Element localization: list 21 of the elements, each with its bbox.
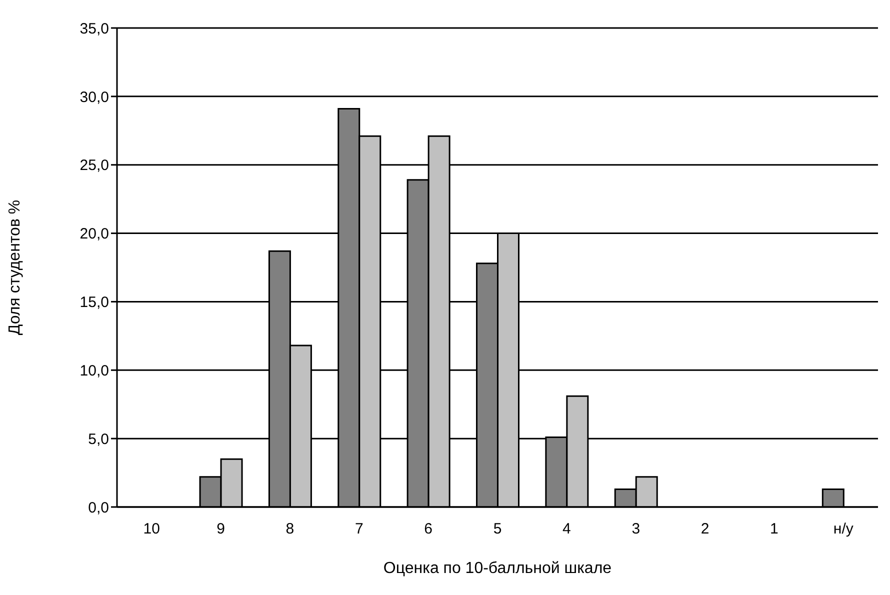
- x-tick-label: 9: [216, 520, 225, 538]
- x-tick-label: 2: [700, 520, 710, 538]
- x-tick-label: 8: [286, 520, 294, 538]
- x-tick-label: 4: [562, 520, 571, 538]
- x-tick-label: 1: [770, 520, 778, 538]
- y-axis-title: Доля студентов %: [6, 200, 24, 336]
- y-tick-label: 35,0: [80, 20, 109, 38]
- x-axis-title: Оценка по 10-балльной шкале: [383, 560, 612, 577]
- x-tick-label: 5: [493, 520, 502, 538]
- y-tick-label: 10,0: [80, 362, 109, 380]
- y-tick-label: 15,0: [80, 294, 109, 312]
- x-tick-label: 6: [424, 520, 432, 538]
- x-tick-label: н/у: [833, 520, 854, 538]
- y-tick-label: 30,0: [80, 88, 109, 106]
- y-tick-label: 20,0: [80, 226, 109, 243]
- y-tick-label: 0,0: [88, 499, 109, 516]
- x-tick-label: 10: [143, 520, 160, 538]
- y-tick-label: 25,0: [80, 157, 109, 174]
- y-tick-label: 5,0: [88, 430, 109, 448]
- x-tick-label: 7: [354, 520, 364, 538]
- x-tick-label: 3: [632, 520, 640, 538]
